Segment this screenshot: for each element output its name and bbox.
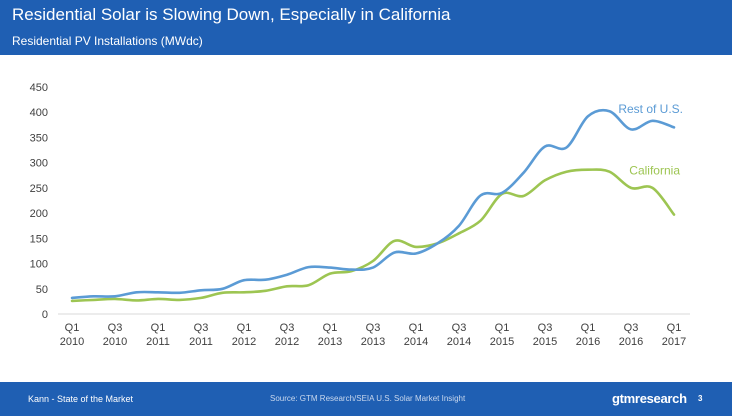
x-tick-label-quarter: Q1 bbox=[409, 322, 424, 334]
x-tick-label-quarter: Q3 bbox=[624, 322, 639, 334]
x-tick-label-year: 2015 bbox=[490, 336, 514, 348]
series-label-rest-of-u-s: Rest of U.S. bbox=[618, 102, 683, 116]
x-tick-label-quarter: Q3 bbox=[538, 322, 553, 334]
y-tick-label: 400 bbox=[30, 107, 48, 119]
x-tick-label-quarter: Q1 bbox=[237, 322, 252, 334]
x-tick-label-quarter: Q3 bbox=[280, 322, 295, 334]
y-tick-label: 50 bbox=[36, 284, 48, 296]
x-tick-label-year: 2016 bbox=[576, 336, 600, 348]
slide-footer: Kann - State of the Market Source: GTM R… bbox=[0, 382, 732, 416]
y-tick-label: 350 bbox=[30, 132, 48, 144]
x-tick-label-quarter: Q3 bbox=[366, 322, 381, 334]
x-tick-label-quarter: Q3 bbox=[108, 322, 123, 334]
y-tick-label: 250 bbox=[30, 183, 48, 195]
x-tick-label-quarter: Q3 bbox=[194, 322, 209, 334]
x-tick-label-year: 2011 bbox=[146, 336, 170, 348]
x-tick-label-year: 2011 bbox=[189, 336, 213, 348]
x-tick-label-quarter: Q1 bbox=[667, 322, 682, 334]
page-number: 3 bbox=[698, 394, 703, 403]
y-tick-label: 150 bbox=[30, 233, 48, 245]
slide-title: Residential Solar is Slowing Down, Espec… bbox=[12, 5, 451, 24]
x-tick-label-year: 2012 bbox=[275, 336, 299, 348]
series-line-california bbox=[70, 168, 676, 303]
x-tick-label-year: 2014 bbox=[447, 336, 471, 348]
x-tick-label-quarter: Q3 bbox=[452, 322, 467, 334]
slide-subtitle: Residential PV Installations (MWdc) bbox=[12, 34, 203, 48]
x-tick-label-quarter: Q1 bbox=[151, 322, 166, 334]
slide-header: Residential Solar is Slowing Down, Espec… bbox=[0, 0, 732, 55]
x-tick-label-year: 2013 bbox=[318, 336, 342, 348]
x-tick-label-year: 2010 bbox=[60, 336, 84, 348]
y-tick-label: 450 bbox=[30, 82, 48, 94]
y-tick-label: 200 bbox=[30, 208, 48, 220]
x-tick-label-quarter: Q1 bbox=[581, 322, 596, 334]
x-tick-label-year: 2013 bbox=[361, 336, 385, 348]
series-line-rest-of-u-s bbox=[70, 108, 676, 300]
y-tick-label: 0 bbox=[42, 309, 48, 321]
x-tick-label-year: 2015 bbox=[533, 336, 557, 348]
x-tick-label-quarter: Q1 bbox=[65, 322, 80, 334]
series-label-california: California bbox=[629, 164, 680, 178]
footer-source: Source: GTM Research/SEIA U.S. Solar Mar… bbox=[270, 394, 466, 403]
y-tick-label: 100 bbox=[30, 259, 48, 271]
brand-logo: gtmresearch bbox=[612, 391, 687, 406]
x-tick-label-year: 2014 bbox=[404, 336, 428, 348]
footer-presenter: Kann - State of the Market bbox=[28, 394, 134, 404]
x-tick-label-year: 2010 bbox=[103, 336, 127, 348]
line-chart: 0 50 100 150 200 250 300 350 400 450 Q1 2010 Q3 2010 Q… bbox=[30, 82, 690, 348]
x-tick-label-year: 2016 bbox=[619, 336, 643, 348]
y-tick-label: 300 bbox=[30, 158, 48, 170]
x-tick-label-quarter: Q1 bbox=[323, 322, 338, 334]
x-tick-label-year: 2012 bbox=[232, 336, 256, 348]
x-tick-label-year: 2017 bbox=[662, 336, 686, 348]
x-tick-label-quarter: Q1 bbox=[495, 322, 510, 334]
